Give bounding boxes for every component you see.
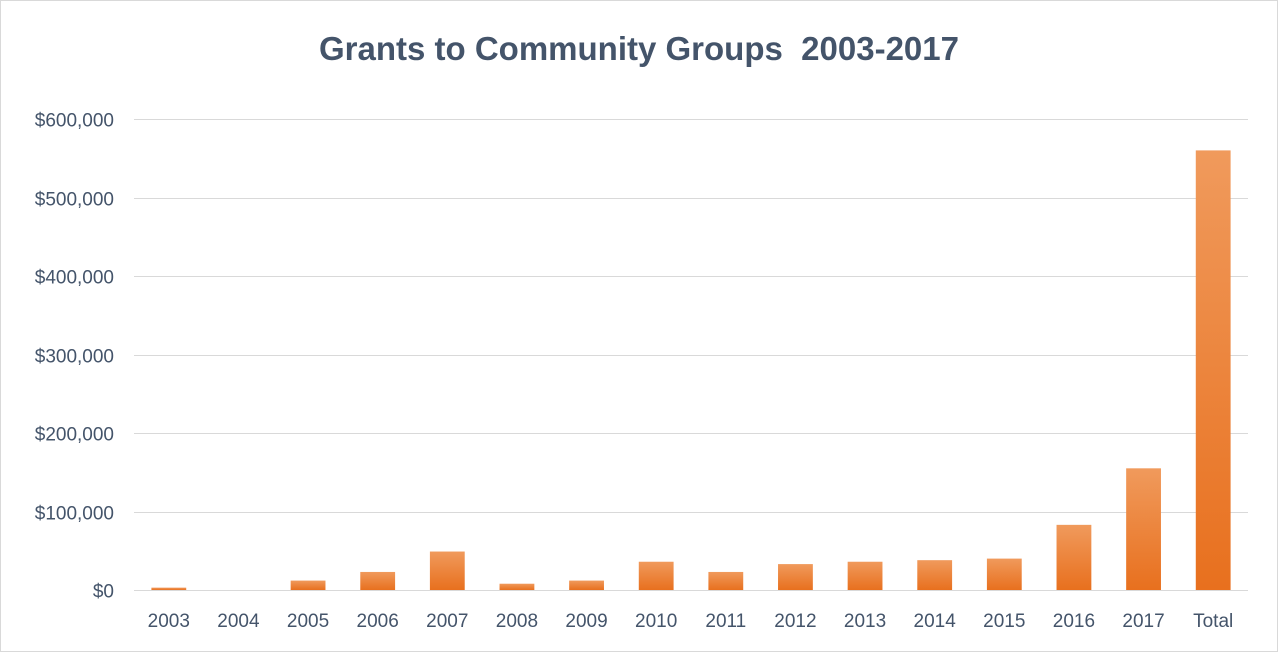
bar-2003 [151,587,187,590]
y-tick-label: $600,000 [35,111,114,132]
bars [151,150,1231,590]
bar-2007 [429,551,465,590]
x-tick-label: 2009 [565,611,607,632]
x-tick-label: 2008 [496,611,538,632]
x-tick-label: 2015 [983,611,1025,632]
bar-2006 [360,571,396,590]
y-tick-label: $300,000 [35,347,114,368]
x-tick-label: 2016 [1053,611,1095,632]
bar-total [1195,150,1231,590]
x-tick-label: 2017 [1122,611,1164,632]
x-tick-label: 2006 [357,611,399,632]
chart-title: Grants to Community Groups 2003-2017 [318,30,959,67]
x-tick-label: 2007 [426,611,468,632]
y-tick-label: $200,000 [35,425,114,446]
y-tick-label: $100,000 [35,504,114,525]
bar-2014 [917,560,953,590]
x-tick-label: 2012 [774,611,816,632]
y-tick-label: $400,000 [35,268,114,289]
y-tick-label: $0 [93,582,114,603]
x-tick-label: 2010 [635,611,677,632]
bar-2008 [499,583,535,590]
x-axis-tick-labels: 2003 2004 2005 2006 2007 2008 2009 2010 2011 2012… [148,611,1234,632]
bar-2010 [638,561,674,590]
y-tick-label: $500,000 [35,190,114,211]
gridlines [134,119,1248,591]
y-axis-tick-labels: $0 $100,000 $200,000 $300,000 $400,000 $500,0… [35,111,114,603]
bar-2016 [1056,524,1092,590]
x-tick-label: 2013 [844,611,886,632]
x-tick-label: 2014 [914,611,957,632]
bar-2013 [847,561,883,590]
bar-2011 [708,571,744,590]
x-tick-label: 2005 [287,611,329,632]
x-tick-label: 2011 [705,611,746,632]
bar-2012 [778,564,813,590]
x-tick-label: 2004 [217,611,260,632]
bar-2009 [569,580,604,590]
x-tick-label: Total [1193,611,1233,632]
bar-2005 [290,580,326,590]
bar-2015 [986,558,1022,590]
x-tick-label: 2003 [148,611,190,632]
bar-2017 [1126,468,1161,590]
